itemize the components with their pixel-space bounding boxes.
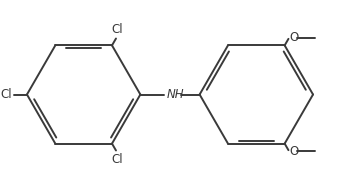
Text: Cl: Cl bbox=[0, 88, 12, 101]
Text: Cl: Cl bbox=[111, 153, 122, 166]
Text: O: O bbox=[290, 145, 299, 158]
Text: O: O bbox=[290, 31, 299, 44]
Text: Cl: Cl bbox=[111, 23, 122, 36]
Text: NH: NH bbox=[167, 88, 185, 101]
